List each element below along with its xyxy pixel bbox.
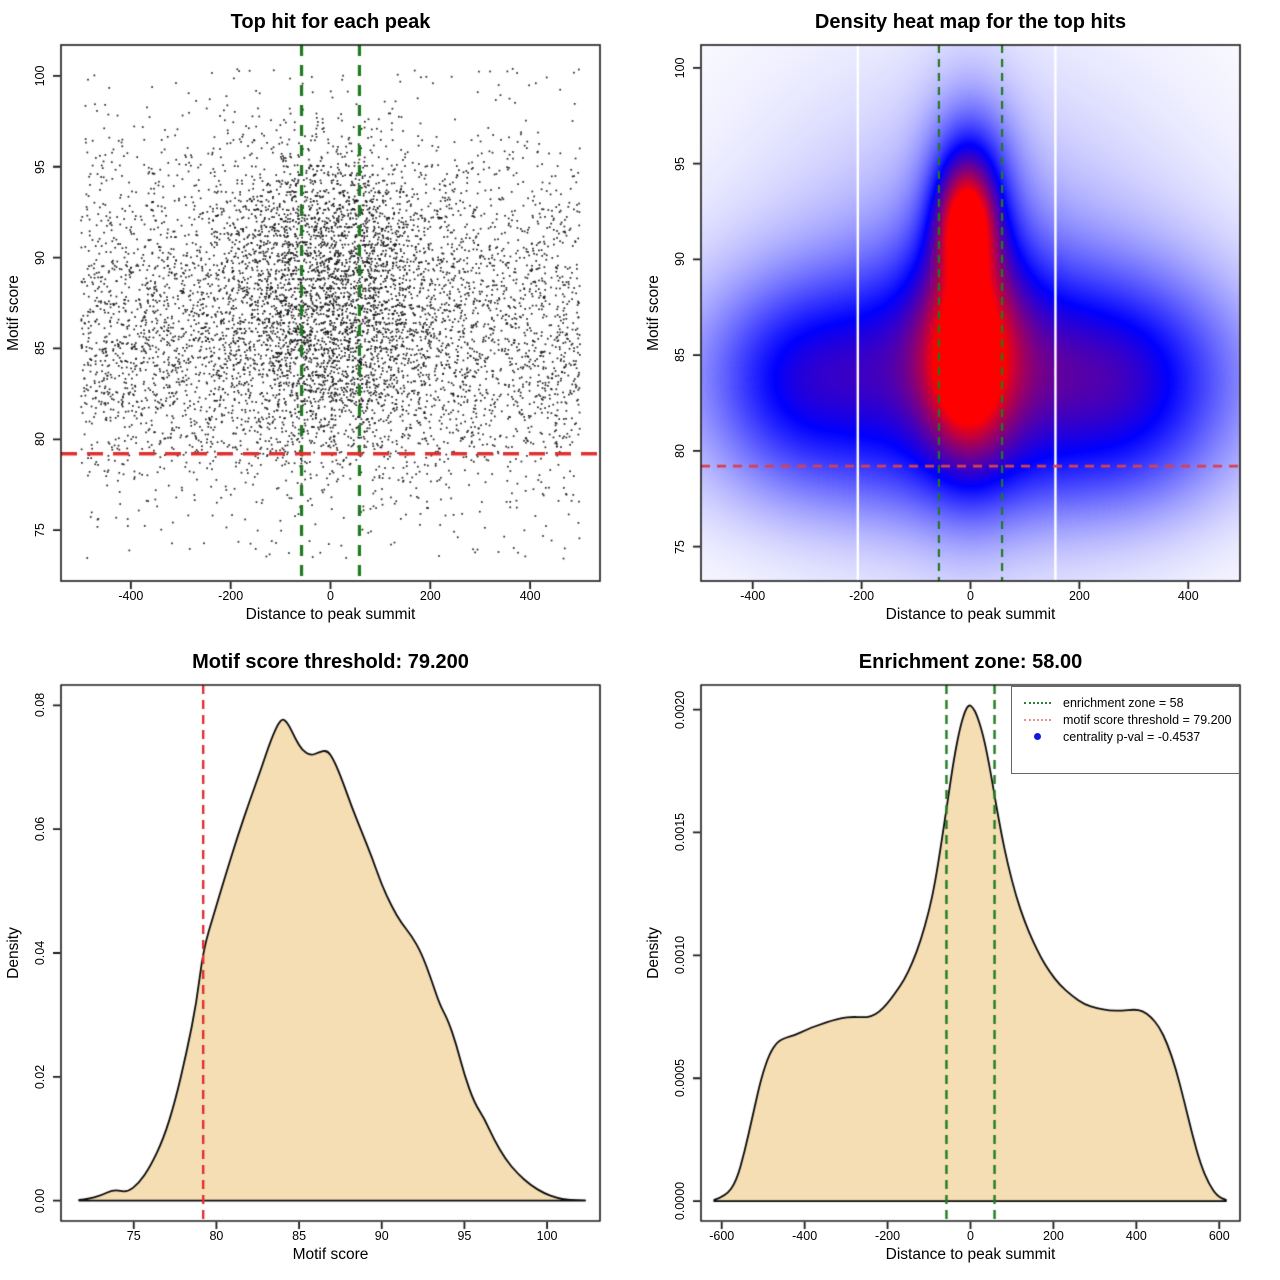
panel-density-heatmap: Density heat map for the top hits Distan… [640, 0, 1280, 640]
x-axis-label: Distance to peak summit [885, 1246, 1056, 1263]
y-tick-label: 90 [33, 250, 47, 265]
x-tick-label: -200 [875, 1229, 901, 1243]
y-tick-label: 95 [673, 156, 687, 171]
panel-motif-score-density: Motif score threshold: 79.200 Motif scor… [0, 640, 640, 1280]
panel-title: Density heat map for the top hits [814, 11, 1127, 33]
x-tick-label: -400 [118, 589, 144, 603]
legend-label: enrichment zone = 58 [1063, 695, 1184, 710]
x-axis-label: Motif score [292, 1246, 369, 1263]
x-tick-label: 600 [1208, 1229, 1230, 1243]
x-tick-label: 0 [967, 1229, 974, 1243]
y-tick-label: 0.0020 [673, 690, 687, 729]
y-tick-label: 0.04 [33, 940, 47, 966]
x-tick-label: 400 [1177, 589, 1199, 603]
y-tick-label: 75 [33, 523, 47, 538]
y-tick-label: 0.02 [33, 1064, 47, 1089]
y-axis-label: Density [645, 927, 662, 979]
x-tick-label: 200 [1068, 589, 1090, 603]
y-tick-label: 75 [673, 539, 687, 554]
x-tick-label: 0 [967, 589, 974, 603]
scatter-plot-canvas [0, 0, 640, 640]
y-tick-label: 90 [673, 252, 687, 267]
heatmap-plot-canvas [640, 0, 1280, 640]
panel-distance-density: Enrichment zone: 58.00 Distance to peak … [640, 640, 1280, 1280]
y-tick-label: 85 [673, 348, 687, 363]
red-dotted-line-icon [1023, 718, 1051, 721]
y-tick-label: 80 [673, 443, 687, 458]
y-tick-label: 95 [33, 159, 47, 174]
y-axis-label: Motif score [5, 275, 22, 351]
y-tick-label: 100 [673, 57, 687, 79]
x-tick-label: 200 [1042, 1229, 1064, 1243]
y-tick-label: 0.0010 [673, 936, 687, 975]
y-axis-label: Density [5, 927, 22, 979]
y-tick-label: 100 [33, 65, 47, 87]
x-tick-label: 95 [457, 1229, 472, 1243]
x-tick-label: 90 [374, 1229, 389, 1243]
y-tick-label: 0.06 [33, 817, 47, 842]
panel-title: Motif score threshold: 79.200 [192, 651, 469, 673]
x-tick-label: -200 [849, 589, 875, 603]
x-axis-label: Distance to peak summit [245, 606, 416, 623]
y-tick-label: 0.0015 [673, 813, 687, 852]
y-tick-label: 85 [33, 341, 47, 356]
y-axis-label: Motif score [645, 275, 662, 351]
x-tick-label: -400 [740, 589, 766, 603]
x-tick-label: 100 [536, 1229, 558, 1243]
density-plot-canvas [640, 640, 1280, 1280]
panel-top-hits-scatter: Top hit for each peak Distance to peak s… [0, 0, 640, 640]
x-tick-label: 75 [126, 1229, 141, 1243]
legend-item-motif-threshold: motif score threshold = 79.200 [1012, 711, 1239, 728]
green-dotted-line-icon [1023, 701, 1051, 704]
x-axis-label: Distance to peak summit [885, 606, 1056, 623]
legend-label: centrality p-val = -0.4537 [1063, 729, 1201, 744]
plot-legend: enrichment zone = 58 motif score thresho… [1011, 686, 1240, 774]
x-tick-label: -400 [792, 1229, 818, 1243]
y-tick-label: 0.0000 [673, 1182, 687, 1221]
density-plot-canvas [0, 640, 640, 1280]
x-tick-label: 85 [292, 1229, 307, 1243]
y-tick-label: 0.0005 [673, 1059, 687, 1098]
legend-label: motif score threshold = 79.200 [1063, 712, 1232, 727]
blue-dot-icon [1033, 733, 1041, 740]
x-tick-label: 400 [1125, 1229, 1147, 1243]
legend-item-centrality-pval: centrality p-val = -0.4537 [1012, 728, 1239, 745]
panel-title: Top hit for each peak [230, 11, 431, 33]
x-tick-label: 400 [519, 589, 541, 603]
y-tick-label: 0.08 [33, 693, 47, 718]
x-tick-label: -600 [709, 1229, 735, 1243]
y-tick-label: 80 [33, 432, 47, 447]
x-tick-label: 80 [209, 1229, 224, 1243]
x-tick-label: -200 [218, 589, 244, 603]
y-tick-label: 0.00 [33, 1188, 47, 1213]
x-tick-label: 0 [327, 589, 334, 603]
legend-item-enrichment-zone: enrichment zone = 58 [1012, 694, 1239, 711]
x-tick-label: 200 [419, 589, 441, 603]
panel-title: Enrichment zone: 58.00 [858, 651, 1083, 673]
